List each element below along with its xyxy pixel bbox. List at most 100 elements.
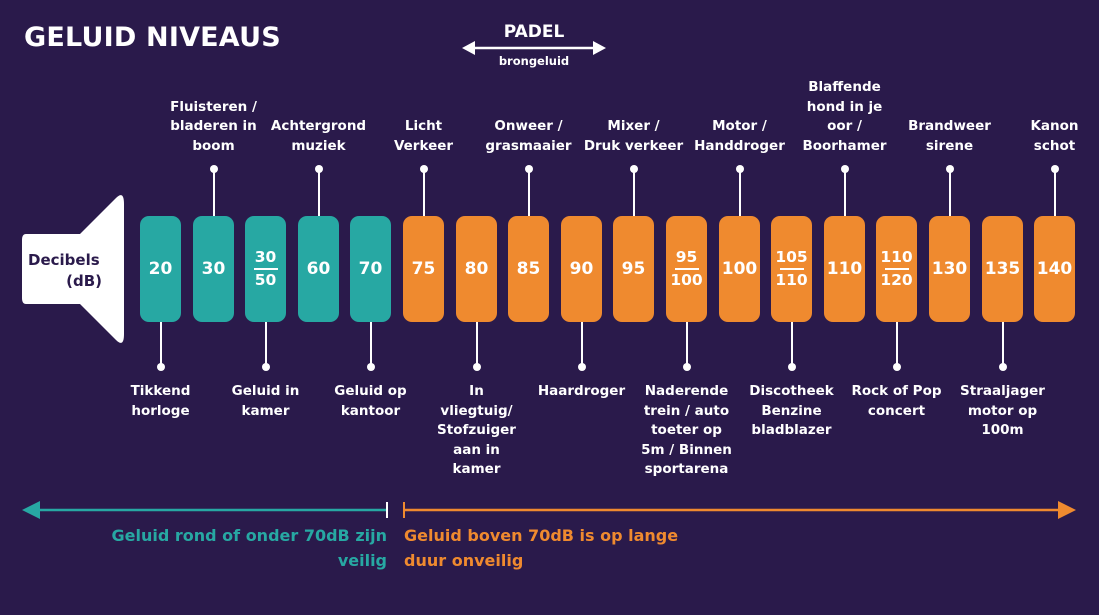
range-divider — [884, 268, 909, 270]
safe-range-arrow — [22, 501, 388, 519]
level-pill: 130 — [929, 216, 970, 322]
double-arrow-icon — [462, 41, 606, 55]
level-pill: 140 — [1034, 216, 1075, 322]
level-value: 90 — [569, 259, 594, 279]
bottom-label: In vliegtuig/ Stofzuiger aan in kamer — [437, 383, 516, 477]
decibel-label-line1: Decibels — [28, 251, 100, 269]
connector-dot — [682, 363, 691, 371]
connector-dot — [419, 165, 428, 173]
connector-line — [948, 172, 951, 216]
level-pill: 70 — [350, 216, 391, 322]
level-value-low: 30 — [254, 248, 277, 266]
level-value: 30 — [201, 259, 226, 279]
page-title: GELUID NIVEAUS — [24, 22, 281, 53]
level-value: 100 — [721, 259, 758, 279]
connector-dot — [472, 363, 481, 371]
range-divider — [779, 268, 804, 270]
connector-dot — [1050, 165, 1059, 173]
connector-dot — [945, 165, 954, 173]
range-divider — [674, 268, 699, 270]
connector-dot — [156, 363, 165, 371]
connector-line — [212, 172, 215, 216]
decibel-label-line2: (dB) — [66, 272, 102, 290]
connector-dot — [892, 363, 901, 371]
level-value: 110 — [826, 259, 863, 279]
level-pill: 30 — [193, 216, 234, 322]
level-pill: 100 — [719, 216, 760, 322]
level-pill: 135 — [982, 216, 1023, 322]
safe-range-caption: Geluid rond of onder 70dB zijn veilig — [111, 526, 388, 570]
connector-line — [475, 322, 478, 366]
level-pill: 75 — [403, 216, 444, 322]
level-pill: 110 — [824, 216, 865, 322]
connector-line — [790, 322, 793, 366]
level-value-low: 105 — [775, 248, 808, 266]
top-label: Achtergrond muziek — [270, 118, 367, 154]
top-label: Onweer / grasmaaier — [485, 118, 572, 154]
bottom-label: Straaljager motor op 100m — [960, 383, 1045, 438]
speaker-icon — [22, 195, 124, 343]
connector-line — [843, 172, 846, 216]
bottom-label: Rock of Pop concert — [851, 383, 942, 419]
connector-line — [685, 322, 688, 366]
level-value-high: 110 — [775, 271, 808, 289]
connector-dot — [209, 165, 218, 173]
level-pill: 90 — [561, 216, 602, 322]
bottom-label: Tikkend horloge — [130, 383, 191, 419]
connector-line — [317, 172, 320, 216]
connector-dot — [998, 363, 1007, 371]
connector-dot — [524, 165, 533, 173]
level-pill: 85 — [508, 216, 549, 322]
level-value: 20 — [148, 259, 173, 279]
level-value: 130 — [931, 259, 968, 279]
padel-source-marker: PADEL brongeluid — [462, 20, 606, 72]
decibel-label: Decibels (dB) — [28, 250, 108, 292]
connector-line — [738, 172, 741, 216]
bottom-label: Geluid op kantoor — [334, 383, 407, 419]
connector-dot — [629, 165, 638, 173]
connector-line — [264, 322, 267, 366]
level-pill: 20 — [140, 216, 181, 322]
connector-line — [580, 322, 583, 366]
level-value: 80 — [464, 259, 489, 279]
level-pill: 95 — [613, 216, 654, 322]
level-pill: 105 110 — [771, 216, 812, 322]
level-value-low: 110 — [880, 248, 913, 266]
connector-dot — [314, 165, 323, 173]
connector-dot — [735, 165, 744, 173]
level-value: 70 — [358, 259, 383, 279]
padel-title: PADEL — [503, 22, 565, 42]
connector-line — [527, 172, 530, 216]
range-divider — [253, 268, 278, 270]
connector-line — [159, 322, 162, 366]
bottom-label: Geluid in kamer — [231, 383, 300, 419]
level-value-high: 50 — [254, 271, 277, 289]
bottom-label: Haardroger — [537, 383, 626, 399]
level-pill: 80 — [456, 216, 497, 322]
top-label: Brandweer sirene — [908, 118, 991, 154]
level-value-high: 120 — [880, 271, 913, 289]
level-value: 95 — [621, 259, 646, 279]
top-label: Blaffende hond in je oor / Boorhamer — [802, 79, 887, 154]
level-value-high: 100 — [670, 271, 703, 289]
level-value-low: 95 — [675, 248, 698, 266]
connector-line — [632, 172, 635, 216]
connector-line — [1053, 172, 1056, 216]
unsafe-range-caption: Geluid boven 70dB is op lange duur onvei… — [404, 526, 679, 570]
connector-dot — [261, 363, 270, 371]
bottom-label: Discotheek Benzine bladblazer — [749, 383, 834, 438]
top-label: Fluisteren / bladeren in boom — [170, 98, 257, 154]
level-value: 85 — [516, 259, 541, 279]
connector-dot — [577, 363, 586, 371]
level-value: 60 — [306, 259, 331, 279]
connector-line — [895, 322, 898, 366]
level-pill: 110 120 — [876, 216, 917, 322]
connector-line — [369, 322, 372, 366]
top-label: Mixer / Druk verkeer — [583, 118, 684, 154]
connector-dot — [787, 363, 796, 371]
level-pill: 95 100 — [666, 216, 707, 322]
level-pill: 30 50 — [245, 216, 286, 322]
connector-dot — [366, 363, 375, 371]
unsafe-range-arrow — [403, 501, 1076, 519]
